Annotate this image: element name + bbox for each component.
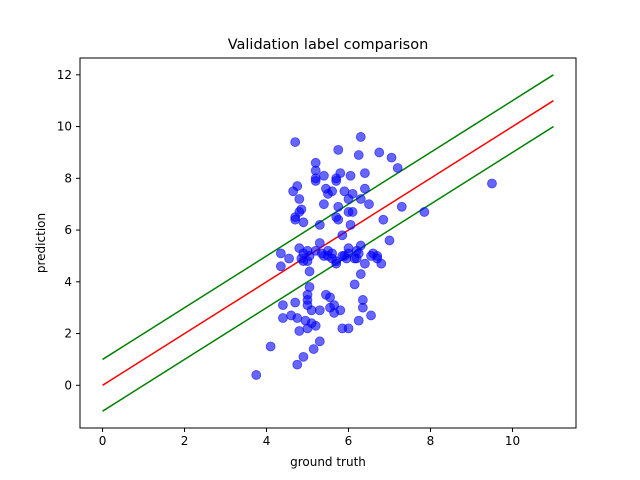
data-point [304, 282, 315, 292]
data-point [275, 261, 286, 272]
data-point [419, 207, 430, 217]
data-point [314, 336, 325, 347]
x-tick-label: 0 [99, 434, 107, 448]
data-point [327, 186, 337, 197]
data-point [335, 305, 346, 316]
data-point [396, 201, 407, 212]
data-point [347, 207, 358, 217]
data-point [314, 238, 325, 248]
y-axis-ticks: 0 2 4 6 8 10 12 [57, 68, 80, 392]
data-point [333, 214, 344, 225]
reference-line-3 [102, 125, 554, 412]
data-point [335, 168, 346, 179]
data-point [376, 258, 387, 269]
x-tick-label: 4 [263, 434, 271, 448]
data-point [296, 204, 307, 215]
data-point [294, 194, 305, 204]
data-point [278, 300, 288, 310]
data-point [294, 326, 305, 336]
y-tick-label: 0 [64, 378, 72, 392]
data-point [310, 165, 321, 176]
data-point [306, 305, 317, 316]
data-point [304, 266, 315, 277]
data-point [349, 279, 360, 290]
data-points [251, 132, 497, 380]
data-point [337, 230, 348, 241]
data-point [333, 201, 344, 212]
data-point [386, 152, 397, 163]
data-point [384, 235, 395, 246]
data-point [290, 137, 301, 147]
data-point [308, 344, 319, 354]
x-axis-label: ground truth [290, 455, 366, 469]
x-tick-label: 2 [181, 434, 189, 448]
data-point [278, 313, 288, 323]
data-point [292, 359, 303, 370]
data-point [275, 248, 286, 259]
data-point [265, 341, 276, 352]
x-tick-label: 10 [505, 434, 520, 448]
data-point [290, 297, 301, 308]
data-point [251, 370, 262, 380]
data-point [378, 214, 389, 225]
data-point [331, 258, 342, 269]
data-point [357, 302, 368, 313]
data-point [355, 194, 366, 204]
data-point [359, 258, 370, 269]
data-point [374, 147, 385, 158]
data-point [353, 150, 364, 160]
data-point [392, 163, 403, 173]
data-point [345, 170, 356, 181]
data-point [359, 183, 370, 194]
data-point [333, 144, 344, 155]
data-point [345, 219, 356, 230]
x-tick-label: 6 [345, 434, 353, 448]
data-point [355, 269, 366, 279]
data-point [359, 168, 370, 179]
reference-line-1 [102, 74, 554, 361]
data-point [366, 310, 376, 321]
data-point [310, 320, 321, 331]
y-tick-label: 8 [64, 171, 72, 185]
plot-frame [79, 57, 577, 429]
data-point [347, 188, 358, 199]
data-point [487, 178, 497, 189]
y-tick-label: 10 [57, 120, 72, 134]
y-tick-label: 12 [57, 68, 72, 82]
data-point [343, 323, 354, 334]
chart-title: Validation label comparison [228, 37, 429, 53]
y-tick-label: 4 [64, 275, 72, 289]
y-tick-label: 2 [64, 327, 72, 341]
data-point [325, 292, 335, 303]
reference-lines [102, 74, 554, 412]
data-point [319, 170, 329, 181]
data-point [310, 176, 321, 186]
x-tick-label: 8 [427, 434, 435, 448]
data-point [319, 199, 329, 210]
y-tick-label: 6 [64, 223, 72, 237]
reference-line-2 [102, 100, 554, 386]
data-point [314, 305, 325, 316]
data-point [292, 313, 303, 323]
y-axis-label: prediction [34, 213, 48, 273]
data-point [298, 217, 309, 228]
data-point [355, 132, 366, 142]
data-point [364, 199, 374, 210]
data-point [314, 219, 325, 230]
data-point [298, 351, 309, 362]
data-point [284, 253, 294, 264]
data-point [292, 181, 303, 191]
x-axis-ticks: 0 2 4 6 8 10 [99, 428, 520, 448]
data-point [355, 240, 366, 251]
data-point [353, 315, 364, 326]
